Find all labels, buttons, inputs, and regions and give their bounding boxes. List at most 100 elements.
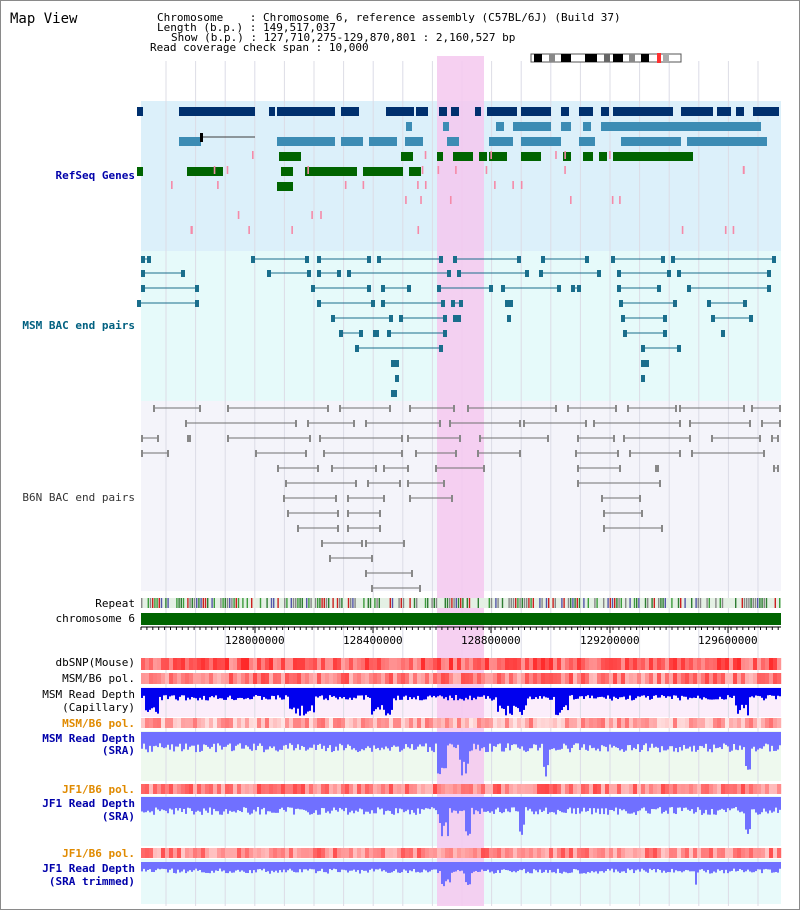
heat-cell <box>349 658 354 670</box>
depth-bar <box>521 862 523 871</box>
depth-bar <box>311 862 313 870</box>
heat-cell <box>653 718 658 728</box>
depth-bar <box>177 797 179 811</box>
depth-bar <box>387 862 389 873</box>
depth-bar <box>143 797 145 813</box>
heat-cell <box>501 658 506 670</box>
depth-bar <box>257 862 259 870</box>
repeat-element <box>633 598 636 608</box>
refseq-exon-tick <box>405 196 407 204</box>
msm-bac-end <box>367 285 371 292</box>
heat-cell <box>533 658 538 670</box>
heat-cell <box>741 658 746 670</box>
depth-bar <box>429 862 431 872</box>
heat-cell <box>649 848 654 858</box>
depth-bar <box>717 797 719 811</box>
heat-cell <box>577 848 582 858</box>
depth-bar <box>639 862 641 872</box>
heat-cell <box>297 848 302 858</box>
depth-bar <box>469 797 471 834</box>
b6n-bac-end <box>285 480 287 487</box>
b6n-bac-end <box>679 450 681 457</box>
heat-cell <box>617 848 622 858</box>
heat-cell <box>489 673 494 684</box>
heat-cell <box>777 673 782 684</box>
depth-bar <box>341 797 343 810</box>
depth-bar <box>319 797 321 815</box>
depth-bar <box>653 862 655 870</box>
heat-cell <box>209 718 214 728</box>
depth-bar <box>757 688 759 696</box>
depth-bar <box>263 797 265 808</box>
heat-cell <box>393 658 398 670</box>
heat-cell <box>509 718 514 728</box>
depth-bar <box>509 862 511 872</box>
depth-bar <box>171 732 173 745</box>
repeat-element <box>178 598 180 608</box>
depth-bar <box>507 862 509 871</box>
heat-cell <box>149 658 154 670</box>
depth-bar <box>265 732 267 750</box>
refseq-gene <box>687 137 767 146</box>
depth-bar <box>175 862 177 874</box>
heat-cell <box>213 673 218 684</box>
depth-bar <box>633 797 635 813</box>
heat-cell <box>693 848 698 858</box>
depth-bar <box>165 797 167 811</box>
repeat-element <box>325 598 328 608</box>
depth-bar <box>683 688 685 697</box>
heat-cell <box>685 658 690 670</box>
repeat-element <box>451 598 453 608</box>
depth-bar <box>623 862 625 872</box>
depth-bar <box>389 688 391 715</box>
repeat-element <box>431 598 433 608</box>
heat-cell <box>497 784 502 794</box>
repeat-element <box>141 598 143 608</box>
depth-bar <box>679 862 681 872</box>
heat-cell <box>321 784 326 794</box>
ideogram-band <box>613 54 623 62</box>
depth-bar <box>183 862 185 870</box>
refseq-gene <box>613 107 673 116</box>
depth-bar <box>439 732 441 775</box>
depth-bar <box>279 688 281 698</box>
heat-cell <box>549 658 554 670</box>
depth-bar <box>227 797 229 814</box>
depth-bar <box>721 688 723 699</box>
depth-bar <box>239 688 241 698</box>
depth-bar <box>645 688 647 698</box>
depth-bar <box>167 688 169 700</box>
repeat-element <box>290 598 292 608</box>
depth-bar <box>399 688 401 700</box>
heat-cell <box>613 658 618 670</box>
depth-bar <box>277 732 279 752</box>
depth-bar <box>463 797 465 811</box>
heat-cell <box>617 784 622 794</box>
depth-bar <box>417 797 419 809</box>
depth-bar <box>299 732 301 750</box>
depth-bar <box>583 732 585 745</box>
heat-cell <box>241 784 246 794</box>
depth-bar <box>317 732 319 745</box>
depth-bar <box>551 797 553 812</box>
refseq-exon-tick <box>609 151 611 159</box>
depth-bar <box>375 732 377 749</box>
depth-bar <box>297 688 299 709</box>
b6n-bac-end <box>603 510 605 517</box>
repeat-element <box>231 598 233 608</box>
heat-cell <box>249 673 254 684</box>
depth-bar <box>265 688 267 699</box>
heat-cell <box>689 673 694 684</box>
heat-cell <box>501 718 506 728</box>
depth-bar <box>545 732 547 777</box>
heat-cell <box>413 673 418 684</box>
refseq-gene <box>386 107 414 116</box>
axis-tick-label: 128800000 <box>461 634 521 647</box>
msm-bac-end <box>443 330 447 337</box>
heat-cell <box>557 718 562 728</box>
repeat-element <box>563 598 565 608</box>
heat-cell <box>485 848 490 858</box>
depth-bar <box>383 732 385 750</box>
repeat-element <box>301 598 303 608</box>
